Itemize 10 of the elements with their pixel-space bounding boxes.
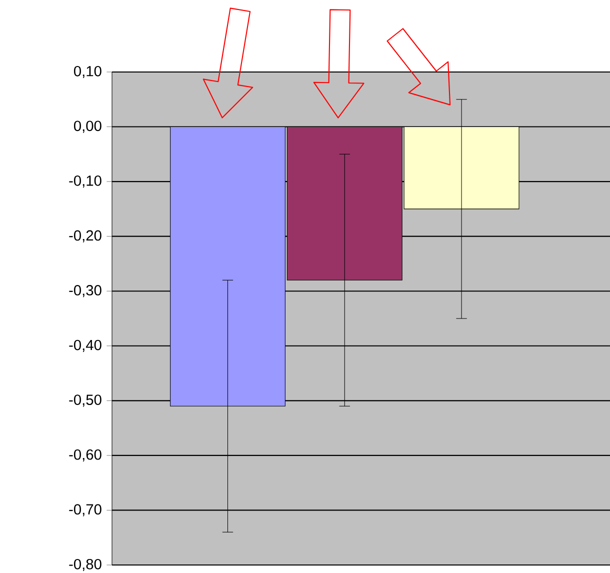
y-tick-label: 0,00: [74, 120, 102, 133]
y-tick-label: -0,50: [69, 394, 102, 407]
y-tick-label: -0,40: [69, 340, 102, 352]
y-tick-label: -0,70: [69, 504, 102, 516]
y-tick-label: -0,30: [69, 285, 102, 298]
y-tick-label: -0,20: [69, 230, 102, 242]
y-tick-label: -0,80: [69, 558, 102, 572]
y-tick-label: -0,10: [69, 176, 102, 188]
y-tick-label: -0,60: [69, 449, 102, 462]
y-tick-label: 0,10: [74, 66, 102, 78]
